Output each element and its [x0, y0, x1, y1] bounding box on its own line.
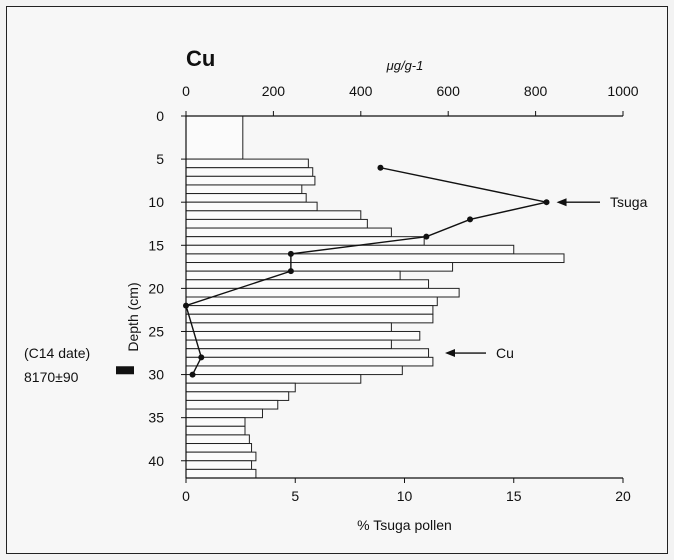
depth-tick-label: 0	[156, 108, 164, 124]
tsuga-arrow-head	[556, 198, 567, 207]
cu-bar	[185, 382, 296, 393]
cu-bars	[185, 115, 565, 479]
cu-bar	[185, 175, 316, 186]
bottom-tick-label: 20	[615, 488, 631, 504]
annotations: Tsuga Cu (C14 date) 8170±90	[24, 194, 648, 385]
cu-arrow-head	[445, 349, 455, 358]
tsuga-point	[377, 164, 384, 171]
cu-bar	[185, 201, 318, 212]
tsuga-annotation-label: Tsuga	[610, 194, 648, 210]
cu-bar	[185, 451, 257, 462]
c14-date-label: (C14 date)	[24, 345, 90, 361]
depth-tick-label: 5	[156, 151, 164, 167]
top-tick-label: 800	[524, 83, 548, 99]
cu-bar	[185, 322, 392, 332]
cu-bar	[185, 434, 250, 445]
depth-tick-label: 10	[148, 194, 164, 210]
top-tick-label: 0	[182, 83, 190, 99]
cu-bar	[185, 468, 257, 479]
top-tick-label: 200	[262, 83, 286, 99]
top-tick-label: 600	[437, 83, 461, 99]
tsuga-point	[189, 371, 196, 378]
chart-title: Cu	[186, 46, 215, 71]
tsuga-point	[543, 199, 550, 206]
cu-bar	[185, 425, 246, 436]
cu-bar	[185, 408, 263, 419]
tsuga-point	[287, 250, 294, 257]
cu-bar	[185, 330, 421, 341]
cu-bar	[185, 417, 246, 427]
cu-annotation-label: Cu	[496, 345, 514, 361]
cu-bar	[185, 399, 279, 410]
cu-bar	[185, 262, 454, 272]
cu-bar	[185, 313, 434, 324]
depth-axis-label: Depth (cm)	[125, 282, 141, 351]
cu-bar	[185, 210, 362, 220]
depth-tick-label: 40	[148, 453, 164, 469]
top-axis-label: μg/g-1	[386, 58, 424, 73]
tsuga-point	[198, 354, 205, 361]
cu-bar	[185, 167, 314, 177]
tsuga-line	[183, 164, 550, 378]
cu-bar	[185, 339, 392, 350]
cu-bar	[185, 184, 303, 195]
top-tick-label: 1000	[607, 83, 638, 99]
cu-bar	[185, 356, 434, 367]
depth-tick-label: 30	[148, 367, 164, 383]
c14-date-marker	[116, 366, 134, 375]
depth-tick-label: 15	[148, 237, 164, 253]
tsuga-point	[467, 216, 474, 223]
cu-bar	[185, 305, 434, 315]
bottom-tick-label: 0	[182, 488, 190, 504]
cu-bar	[185, 253, 565, 264]
cu-bar	[185, 348, 430, 358]
c14-date-value: 8170±90	[24, 369, 79, 385]
cu-bar	[185, 193, 307, 203]
cu-bar	[185, 115, 244, 160]
depth-tick-label: 25	[148, 323, 164, 339]
bottom-tick-label: 5	[291, 488, 299, 504]
tsuga-point	[287, 268, 294, 275]
bottom-tick-label: 15	[506, 488, 522, 504]
depth-tick-label: 20	[148, 280, 164, 296]
bottom-axis-label: % Tsuga pollen	[357, 517, 452, 533]
tsuga-point	[423, 233, 430, 240]
cu-bar	[185, 460, 253, 470]
tsuga-point	[183, 302, 189, 309]
cu-bar	[185, 218, 368, 229]
cu-bar	[185, 158, 309, 169]
cu-bar	[185, 391, 290, 401]
depth-tick-label: 35	[148, 410, 164, 426]
cu-bar	[185, 279, 430, 289]
top-tick-label: 400	[349, 83, 373, 99]
cu-bar	[185, 443, 253, 453]
bottom-tick-label: 10	[397, 488, 413, 504]
cu-bar	[185, 296, 438, 307]
cu-bar	[185, 374, 362, 384]
cu-bar	[185, 227, 392, 238]
cu-bar	[185, 365, 403, 376]
